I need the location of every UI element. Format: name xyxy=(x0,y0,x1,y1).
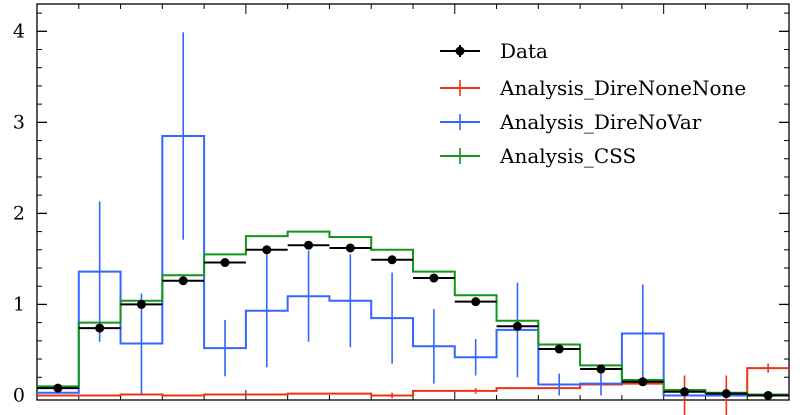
data-point-group xyxy=(204,258,246,268)
legend: Data Analysis_DireNoneNone Analysis_Dire… xyxy=(440,39,746,168)
series-css xyxy=(37,230,789,396)
legend-marker-data xyxy=(455,46,465,56)
data-point-group xyxy=(78,323,121,333)
data-point xyxy=(596,364,606,374)
data-points-group xyxy=(37,240,789,400)
data-point-group xyxy=(413,273,455,283)
data-point xyxy=(471,297,481,307)
data-point-group xyxy=(371,255,413,265)
data-point xyxy=(304,240,314,250)
legend-entry-data: Data xyxy=(440,39,548,63)
data-point xyxy=(262,245,272,255)
y-tick-label: 4 xyxy=(13,20,25,42)
data-point xyxy=(136,299,146,309)
data-point-group xyxy=(621,377,664,387)
data-point xyxy=(429,273,439,283)
data-point-group xyxy=(663,387,706,397)
axis-ticks: 0 1 2 3 4 xyxy=(13,4,789,406)
series-line-css xyxy=(37,230,789,396)
legend-entry-dire-none-none: Analysis_DireNoneNone xyxy=(440,76,746,100)
data-point-group xyxy=(120,299,163,309)
data-point xyxy=(554,344,564,354)
legend-label-dire-none-none: Analysis_DireNoneNone xyxy=(499,76,746,100)
data-point xyxy=(680,387,690,397)
data-point xyxy=(178,276,188,286)
legend-entry-dire-no-var: Analysis_DireNoVar xyxy=(440,110,702,134)
y-tick-label: 3 xyxy=(13,111,25,133)
data-point-group xyxy=(538,344,581,354)
y-tick-label: 1 xyxy=(13,293,25,315)
series-dire-no-var xyxy=(37,32,789,397)
y-tick-label: 2 xyxy=(13,202,25,224)
data-point xyxy=(721,389,731,399)
data-point xyxy=(512,321,522,331)
legend-entry-css: Analysis_CSS xyxy=(440,144,636,168)
series-group xyxy=(37,32,789,415)
data-point-group xyxy=(496,321,539,331)
data-point-group xyxy=(162,276,205,286)
data-point-group xyxy=(329,243,372,253)
data-point-group xyxy=(747,390,789,400)
y-tick-label: 0 xyxy=(13,384,25,406)
data-point xyxy=(53,383,63,393)
data-point-group xyxy=(245,245,288,255)
legend-label-data: Data xyxy=(500,39,548,63)
data-point xyxy=(763,390,773,400)
data-point-group xyxy=(705,389,748,399)
legend-label-css: Analysis_CSS xyxy=(499,144,636,168)
data-point xyxy=(220,258,230,268)
data-point xyxy=(95,323,105,333)
data-point-group xyxy=(287,240,330,250)
data-point xyxy=(638,377,648,387)
legend-label-dire-no-var: Analysis_DireNoVar xyxy=(499,110,702,134)
data-point-group xyxy=(580,364,622,374)
data-point xyxy=(345,243,355,253)
data-point xyxy=(387,255,397,265)
data-point-group xyxy=(454,297,497,307)
data-point-group xyxy=(37,383,79,393)
